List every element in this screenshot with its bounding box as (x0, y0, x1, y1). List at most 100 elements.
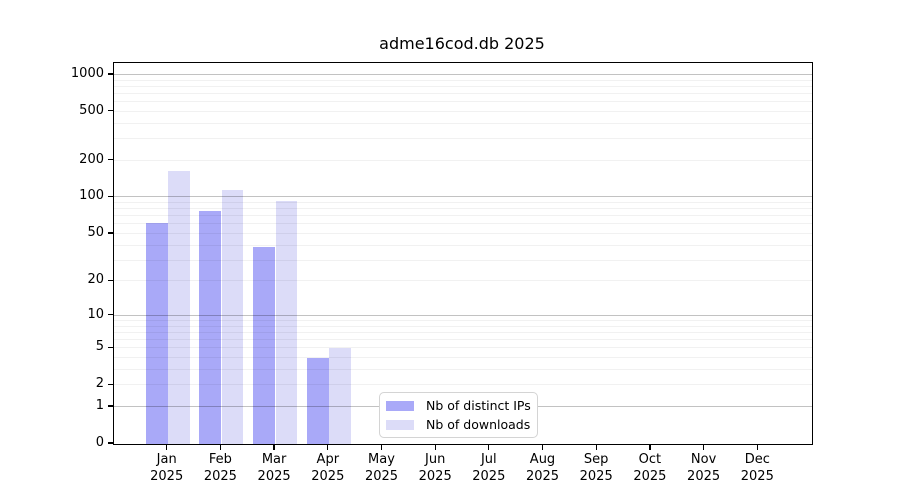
y-tick-mark-1 (108, 405, 113, 407)
x-tick-label-dec: Dec 2025 (725, 452, 789, 485)
gridline-minor-7 (114, 331, 812, 333)
x-tick-mark-feb (219, 444, 221, 450)
gridline-major-1000 (114, 73, 812, 75)
legend: Nb of distinct IPs Nb of downloads (379, 392, 538, 438)
x-tick-mark-may (380, 444, 383, 450)
bar-downloads-jan (168, 171, 190, 444)
legend-swatch-downloads (386, 419, 414, 430)
x-tick-label-may: May 2025 (350, 452, 414, 485)
y-tick-label-10: 10 (87, 306, 104, 322)
x-tick-label-sep: Sep 2025 (564, 452, 628, 485)
gridline-minor-800 (114, 85, 812, 87)
y-tick-mark-20 (108, 279, 113, 281)
legend-item-downloads: Nb of downloads (386, 418, 531, 431)
x-tick-mark-dec (756, 444, 758, 450)
gridline-minor-8 (114, 325, 812, 327)
legend-label-downloads: Nb of downloads (426, 417, 531, 432)
legend-item-distinct-ips: Nb of distinct IPs (386, 399, 531, 412)
bar-distinct-ips-feb (199, 211, 222, 444)
x-tick-mark-nov (703, 444, 705, 450)
gridline-minor-500 (114, 110, 812, 112)
y-tick-mark-2 (108, 383, 113, 385)
gridline-minor-4 (114, 357, 812, 358)
x-tick-mark-aug (541, 444, 544, 450)
x-label-year: 2025 (203, 468, 237, 484)
x-label-year: 2025 (687, 468, 721, 484)
gridline-minor-70 (114, 215, 812, 217)
x-label-year: 2025 (633, 468, 667, 484)
y-tick-label-200: 200 (79, 151, 104, 167)
bar-distinct-ips-jan (145, 222, 168, 444)
y-tick-mark-5 (108, 346, 113, 348)
x-tick-mark-jun (434, 444, 436, 450)
gridline-minor-20 (114, 280, 812, 282)
x-label-year: 2025 (311, 468, 345, 484)
y-tick-mark-500 (108, 110, 113, 112)
x-label-month: Sep (583, 452, 609, 467)
gridline-minor-60 (114, 223, 812, 225)
y-tick-label-20: 20 (87, 272, 104, 288)
x-tick-mark-mar (273, 444, 275, 450)
x-label-month: Mar (261, 452, 287, 467)
x-tick-label-nov: Nov 2025 (672, 452, 736, 485)
x-label-year: 2025 (418, 468, 452, 484)
x-label-year: 2025 (525, 468, 560, 484)
x-label-month: May (368, 452, 395, 467)
x-label-year: 2025 (472, 468, 506, 484)
y-tick-mark-0 (108, 442, 113, 444)
y-tick-mark-50 (108, 232, 113, 234)
x-label-year: 2025 (364, 468, 399, 484)
gridline-major-10 (114, 314, 812, 316)
x-tick-label-aug: Aug 2025 (511, 452, 575, 485)
x-tick-label-jul: Jul 2025 (457, 452, 521, 485)
x-tick-mark-apr (327, 444, 329, 450)
x-label-month: Jun (425, 452, 446, 467)
x-tick-mark-jan (166, 444, 168, 450)
gridline-minor-3 (114, 368, 812, 370)
gridline-minor-700 (114, 92, 812, 94)
x-tick-mark-oct (649, 444, 651, 450)
chart-title: adme16cod.db 2025 (379, 34, 545, 53)
x-label-month: Jul (480, 452, 497, 467)
x-tick-label-feb: Feb 2025 (188, 452, 252, 485)
y-tick-label-100: 100 (79, 188, 104, 204)
y-tick-mark-10 (108, 314, 113, 316)
gridline-minor-5 (114, 347, 812, 349)
gridline-minor-6 (114, 339, 812, 340)
gridline-minor-80 (114, 208, 812, 210)
bar-downloads-feb (221, 190, 244, 444)
gridline-minor-200 (114, 159, 812, 161)
gridline-minor-30 (114, 259, 812, 261)
legend-swatch-distinct-ips (386, 400, 414, 411)
x-label-year: 2025 (579, 468, 613, 484)
gridline-minor-40 (114, 244, 812, 246)
gridline-major-100 (114, 196, 812, 198)
y-tick-label-500: 500 (79, 102, 104, 118)
bar-distinct-ips-mar (253, 246, 276, 444)
gridline-minor-50 (114, 232, 812, 234)
gridline-minor-90 (114, 202, 812, 203)
x-tick-label-jun: Jun 2025 (403, 452, 467, 485)
x-tick-label-jan: Jan 2025 (135, 452, 199, 485)
bar-distinct-ips-apr (306, 358, 329, 444)
x-label-month: Apr (316, 452, 340, 467)
x-label-month: Nov (690, 452, 717, 467)
bar-downloads-apr (329, 348, 351, 444)
y-tick-mark-1000 (108, 73, 113, 75)
y-tick-label-2: 2 (95, 376, 104, 392)
gridline-minor-900 (114, 79, 812, 81)
x-label-month: Feb (208, 452, 232, 467)
legend-label-distinct-ips: Nb of distinct IPs (426, 398, 531, 413)
x-tick-label-mar: Mar 2025 (242, 452, 306, 485)
gridline-minor-400 (114, 122, 812, 124)
y-tick-mark-200 (108, 159, 113, 161)
x-tick-mark-sep (595, 444, 597, 450)
gridline-minor-2 (114, 384, 812, 386)
x-label-year: 2025 (257, 468, 291, 484)
x-label-year: 2025 (740, 468, 774, 484)
plot-area: Nb of distinct IPs Nb of downloads (113, 62, 813, 445)
y-tick-label-1000: 1000 (70, 65, 104, 81)
gridline-minor-600 (114, 101, 812, 103)
x-tick-label-oct: Oct 2025 (618, 452, 682, 485)
